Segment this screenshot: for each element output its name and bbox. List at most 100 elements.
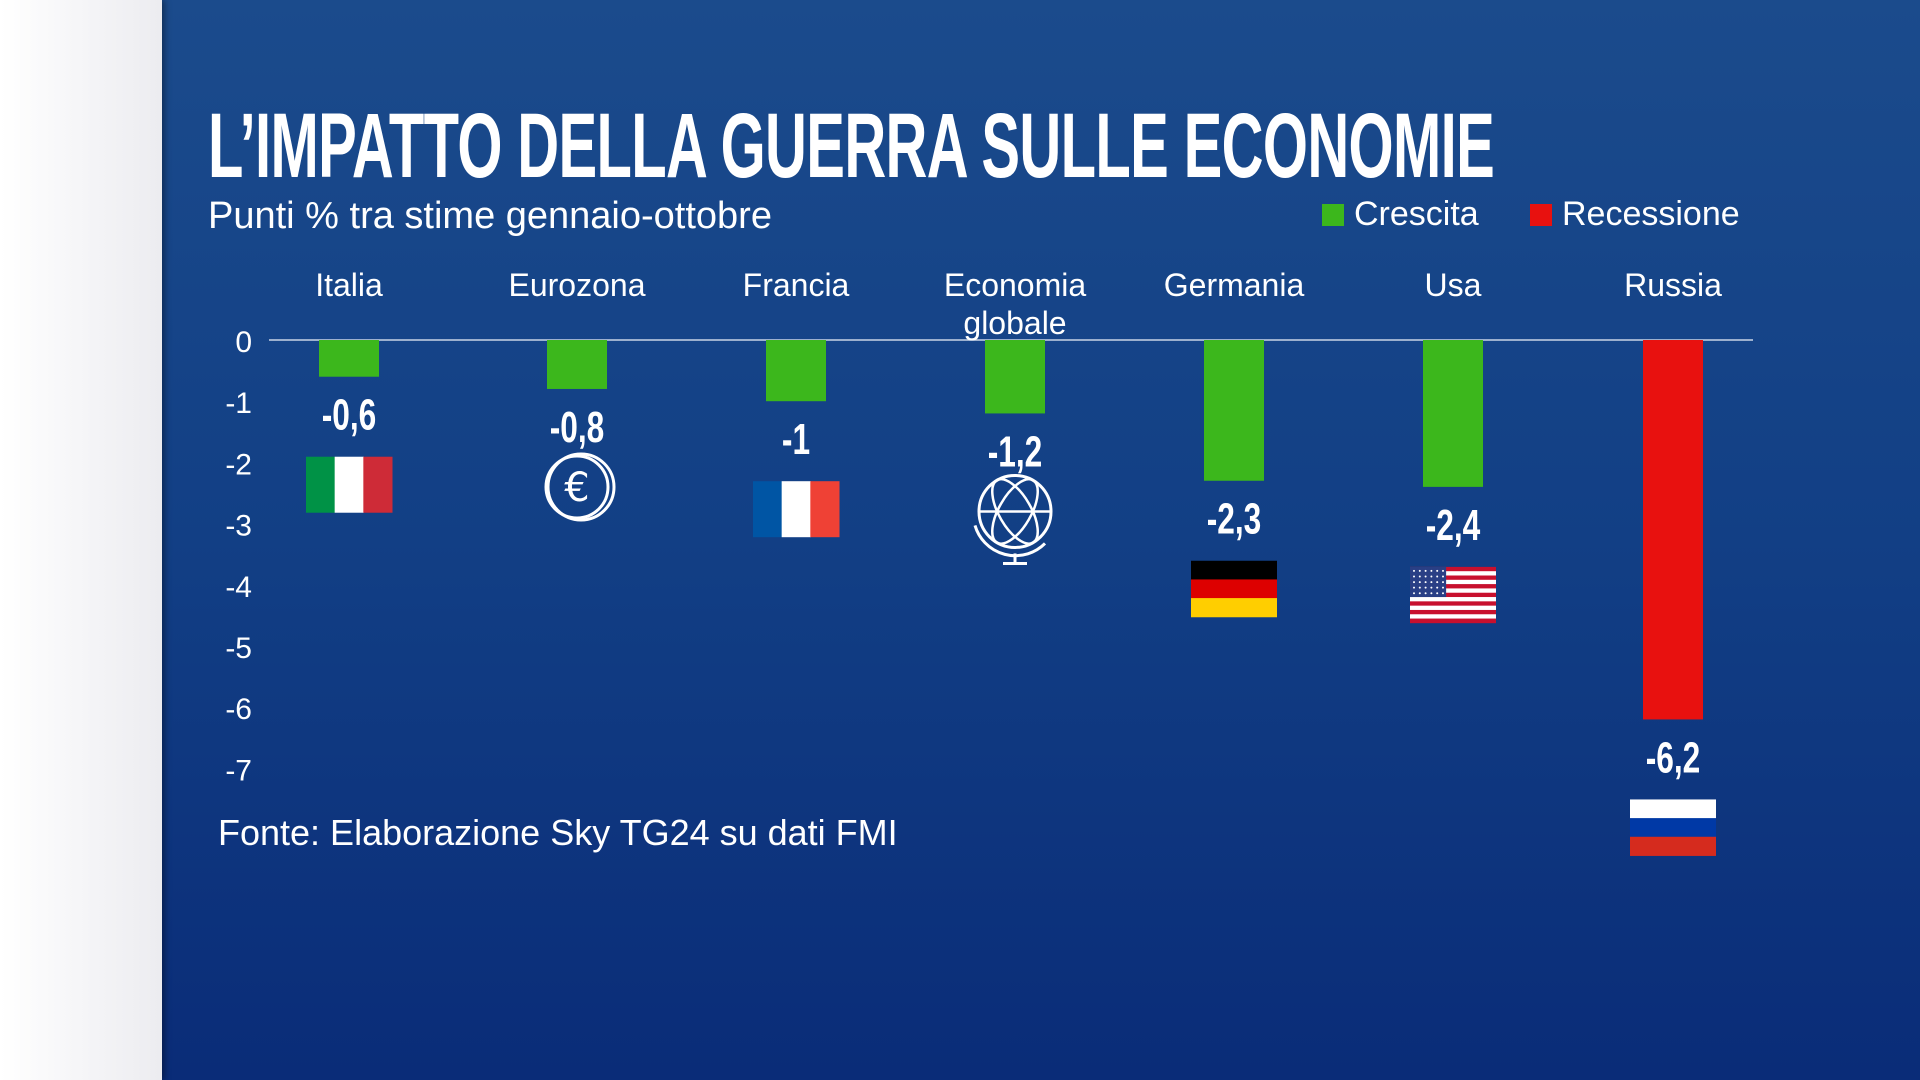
value-label: -1,2 xyxy=(988,427,1043,476)
flag-star xyxy=(1442,592,1444,595)
value-label: -1 xyxy=(782,415,810,464)
flag-stripe xyxy=(1410,614,1496,619)
coin-face xyxy=(544,454,610,520)
legend-swatch-green xyxy=(1322,203,1344,226)
category-label: Usa xyxy=(1425,267,1482,303)
flag-stripe xyxy=(1630,818,1716,838)
category-label: Germania xyxy=(1164,267,1305,303)
flag-star xyxy=(1436,592,1439,595)
source-note: Fonte: Elaborazione Sky TG24 su dati FMI xyxy=(218,812,898,853)
flag-star xyxy=(1424,586,1427,589)
flag-italy-icon xyxy=(306,456,393,513)
globe-meridian xyxy=(991,478,1039,545)
category-label: Eurozona xyxy=(509,267,646,303)
flag-star xyxy=(1436,581,1439,584)
globe-stand-arc xyxy=(973,525,1047,558)
flag-star xyxy=(1436,575,1439,578)
euro-symbol: € xyxy=(564,465,589,511)
bar-italia xyxy=(319,340,379,377)
euro-coin-icon: € xyxy=(544,452,616,522)
flag-stripe xyxy=(1410,592,1496,598)
category-label: globale xyxy=(963,305,1066,341)
flag-star xyxy=(1418,581,1421,584)
flag-stripe xyxy=(1630,836,1716,856)
flag-stripe xyxy=(1410,571,1496,576)
flag-star xyxy=(1418,586,1421,589)
y-tick-label: -4 xyxy=(225,571,252,604)
flag-russia-icon xyxy=(1630,799,1716,856)
flag-star xyxy=(1430,586,1433,589)
flag-stripe xyxy=(1191,579,1277,599)
legend-label: Crescita xyxy=(1354,195,1479,233)
bar-economia-globale xyxy=(985,340,1045,414)
flag-stripe xyxy=(1410,597,1496,602)
flag-star xyxy=(1424,569,1427,572)
y-tick-label: -2 xyxy=(225,448,252,481)
flag-stripe xyxy=(1410,605,1496,611)
flag-star xyxy=(1424,575,1427,578)
flag-star xyxy=(1418,569,1421,572)
legend-item-recessione: Recessione xyxy=(1530,195,1740,233)
flag-star xyxy=(1418,592,1421,595)
legend-swatch-red xyxy=(1530,203,1552,226)
bar-russia xyxy=(1643,340,1703,720)
category-label: Italia xyxy=(315,267,383,303)
flag-stripe xyxy=(1410,588,1496,594)
bar-eurozona xyxy=(547,340,607,389)
flag-stripe xyxy=(1630,799,1716,819)
legend-label: Recessione xyxy=(1562,195,1740,233)
chart-subtitle: Punti % tra stime gennaio-ottobre xyxy=(208,195,772,237)
bar-francia xyxy=(766,340,826,402)
value-label: -2,3 xyxy=(1207,495,1262,544)
flag-stripe xyxy=(1410,579,1496,585)
category-label: Francia xyxy=(743,267,850,303)
flag-stripe xyxy=(306,456,336,513)
flag-stripe xyxy=(1410,584,1496,589)
y-tick-label: -3 xyxy=(225,510,252,543)
value-label: -0,8 xyxy=(550,403,605,452)
flag-star xyxy=(1442,575,1444,578)
category-label: Economia xyxy=(944,267,1087,303)
flag-stripe xyxy=(363,456,393,513)
coin-edge xyxy=(546,452,616,522)
y-tick-label: -5 xyxy=(225,632,252,665)
bar-usa xyxy=(1423,340,1483,487)
y-tick-label: 0 xyxy=(235,326,252,359)
flag-stripe xyxy=(753,481,783,538)
flag-stripe xyxy=(334,456,364,513)
flag-usa-icon xyxy=(1410,566,1496,624)
flag-star xyxy=(1430,581,1433,584)
flag-canton xyxy=(1410,566,1447,598)
value-label: -0,6 xyxy=(322,391,377,440)
flag-stripe xyxy=(1410,609,1496,615)
flag-star xyxy=(1436,569,1439,572)
flag-star xyxy=(1430,592,1433,595)
flag-france-icon xyxy=(753,481,840,538)
flag-star xyxy=(1413,575,1415,578)
flag-star xyxy=(1442,581,1444,584)
chart-title: L’IMPATTO DELLA GUERRA SULLE ECONOMIE xyxy=(208,95,1495,197)
flag-star xyxy=(1430,569,1433,572)
globe-icon xyxy=(973,473,1053,565)
flag-star xyxy=(1442,586,1444,589)
flag-star xyxy=(1413,592,1415,595)
flag-stripe xyxy=(1410,566,1496,572)
flag-stripe xyxy=(1410,618,1496,624)
value-label: -6,2 xyxy=(1646,733,1701,782)
flag-stripe xyxy=(1191,598,1277,618)
category-label: Russia xyxy=(1624,267,1722,303)
y-tick-label: -6 xyxy=(225,693,252,726)
flag-stripe xyxy=(1191,560,1277,580)
flag-star xyxy=(1413,581,1415,584)
legend-item-crescita: Crescita xyxy=(1322,195,1479,233)
flag-star xyxy=(1424,592,1427,595)
flag-stripe xyxy=(1410,575,1496,581)
flag-star xyxy=(1413,586,1415,589)
y-tick-label: -1 xyxy=(225,387,252,420)
bar-germania xyxy=(1204,340,1264,481)
globe-meridian xyxy=(991,478,1039,545)
y-tick-label: -7 xyxy=(225,754,252,787)
flag-germany-icon xyxy=(1191,560,1277,618)
flag-star xyxy=(1418,575,1421,578)
